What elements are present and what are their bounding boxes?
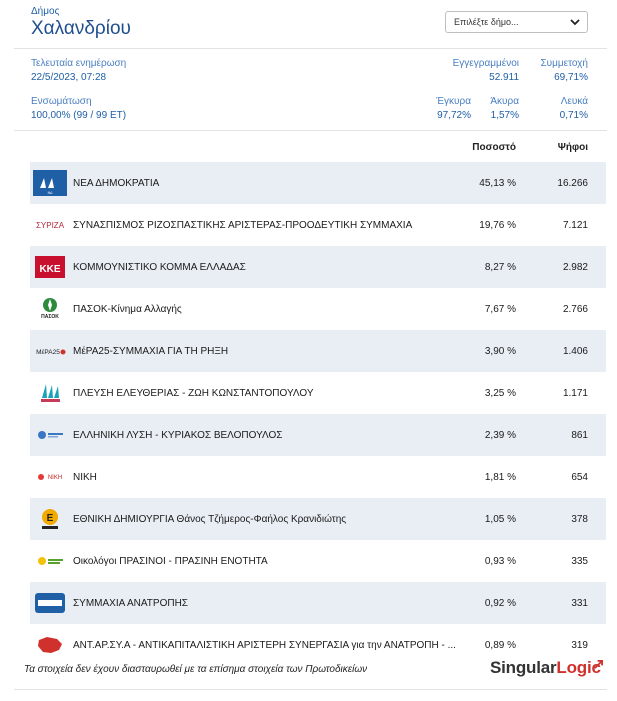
- kke-logo: ΚΚΕ: [33, 254, 67, 280]
- party-votes: 861: [571, 429, 588, 441]
- party-name: ΜέΡΑ25-ΣΥΜΜΑΧΙΑ ΓΙΑ ΤΗ ΡΗΞΗ: [73, 345, 229, 357]
- party-percent: 45,13 %: [479, 177, 516, 189]
- party-votes: 378: [571, 513, 588, 525]
- brand-mark-icon: [594, 660, 603, 669]
- integration-label: Ενσωμάτωση: [31, 96, 92, 107]
- last-update-label: Τελευταία ενημέρωση: [31, 58, 127, 69]
- page-title: Χαλανδρίου: [31, 18, 131, 39]
- party-percent: 2,39 %: [484, 429, 516, 441]
- party-percent: 0,89 %: [484, 639, 516, 651]
- logo-text: ΝΔ: [48, 191, 54, 195]
- party-name: ΝΙΚΗ: [73, 471, 97, 483]
- table-row: ΣΥΡΙΖΑ ΣΥΝΑΣΠΙΣΜΟΣ ΡΙΖΟΣΠΑΣΤΙΚΗΣ ΑΡΙΣΤΕΡΑ…: [30, 204, 606, 246]
- party-votes: 319: [571, 639, 588, 651]
- nd-logo: ΝΔ: [33, 170, 67, 196]
- party-name: Οικολόγοι ΠΡΑΣΙΝΟΙ - ΠΡΑΣΙΝΗ ΕΝΟΤΗΤΑ: [73, 555, 268, 567]
- party-votes: 16.266: [557, 177, 588, 189]
- municipality-label: Δήμος: [31, 6, 60, 17]
- party-votes: 7.121: [562, 219, 588, 231]
- party-votes: 2.982: [562, 261, 588, 273]
- party-name: ΠΛΕΥΣΗ ΕΛΕΥΘΕΡΙΑΣ - ΖΩΗ ΚΩΝΣΤΑΝΤΟΠΟΥΛΟΥ: [73, 387, 314, 399]
- turnout-value: 69,71%: [554, 72, 588, 83]
- valid-value: 97,72%: [437, 110, 471, 121]
- pasok-logo: ΠΑΣΟΚ: [33, 296, 67, 322]
- integration-value: 100,00% (99 / 99 ΕΤ): [31, 110, 127, 121]
- prasinoi-logo: [33, 548, 67, 574]
- party-percent: 1,81 %: [484, 471, 516, 483]
- divider: [14, 130, 607, 131]
- chevron-down-icon: [570, 19, 580, 26]
- party-name: ΠΑΣΟΚ-Κίνημα Αλλαγής: [73, 303, 182, 315]
- singularlogic-logo: SingularLogic: [490, 658, 601, 678]
- invalid-value: 1,57%: [490, 110, 519, 121]
- table-row: ΕΛΛΗΝΙΚΗ ΛΥΣΗ - ΚΥΡΙΑΚΟΣ ΒΕΛΟΠΟΥΛΟΣ 2,39 …: [30, 414, 606, 456]
- party-percent: 0,92 %: [484, 597, 516, 609]
- table-row: Ε ΕΘΝΙΚΗ ΔΗΜΙΟΥΡΓΙΑ Θάνος Τζήμερος-Φαήλος…: [30, 498, 606, 540]
- column-header-percent: Ποσοστό: [472, 142, 516, 153]
- niki-logo: ΝΙΚΗ: [33, 464, 67, 490]
- party-percent: 7,67 %: [484, 303, 516, 315]
- logo-text: ΣΥΡΙΖΑ: [36, 221, 65, 230]
- party-percent: 1,05 %: [484, 513, 516, 525]
- elliniki-lysi-logo: [33, 422, 67, 448]
- party-name: ΕΘΝΙΚΗ ΔΗΜΙΟΥΡΓΙΑ Θάνος Τζήμερος-Φαήλος …: [73, 513, 347, 525]
- ethniki-dimiourgia-logo: Ε: [33, 506, 67, 532]
- party-percent: 8,27 %: [484, 261, 516, 273]
- party-percent: 3,90 %: [484, 345, 516, 357]
- last-update-value: 22/5/2023, 07:28: [31, 72, 107, 83]
- valid-label: Έγκυρα: [436, 96, 471, 107]
- anatropi-logo: [33, 590, 67, 616]
- blank-value: 0,71%: [559, 110, 588, 121]
- party-votes: 2.766: [562, 303, 588, 315]
- blank-label: Λευκά: [560, 96, 588, 107]
- plefsi-logo: [33, 380, 67, 406]
- brand-part-b: Logic: [556, 658, 601, 677]
- party-percent: 0,93 %: [484, 555, 516, 567]
- municipality-select[interactable]: Επιλέξτε δήμο...: [445, 11, 588, 33]
- table-row: ΣΥΜΜΑΧΙΑ ΑΝΑΤΡΟΠΗΣ 0,92 % 331: [30, 582, 606, 624]
- party-name: ΚΟΜΜΟΥΝΙΣΤΙΚΟ ΚΟΜΜΑ ΕΛΛΑΔΑΣ: [73, 261, 246, 273]
- party-votes: 335: [571, 555, 588, 567]
- party-name: ΝΕΑ ΔΗΜΟΚΡΑΤΙΑ: [73, 177, 160, 189]
- party-percent: 19,76 %: [479, 219, 516, 231]
- logo-text: ΚΚΕ: [39, 264, 60, 275]
- logo-text: ΜέΡΑ25: [36, 348, 60, 356]
- table-row: ΜέΡΑ25 ΜέΡΑ25-ΣΥΜΜΑΧΙΑ ΓΙΑ ΤΗ ΡΗΞΗ 3,90 % 1…: [30, 330, 606, 372]
- column-header-votes: Ψήφοι: [557, 142, 588, 153]
- invalid-label: Άκυρα: [490, 96, 519, 107]
- syriza-logo: ΣΥΡΙΖΑ: [33, 212, 67, 238]
- table-row: ΠΛΕΥΣΗ ΕΛΕΥΘΕΡΙΑΣ - ΖΩΗ ΚΩΝΣΤΑΝΤΟΠΟΥΛΟΥ 3…: [30, 372, 606, 414]
- municipality-select-value: Επιλέξτε δήμο...: [454, 17, 519, 27]
- table-row: ΚΚΕ ΚΟΜΜΟΥΝΙΣΤΙΚΟ ΚΟΜΜΑ ΕΛΛΑΔΑΣ 8,27 % 2.98…: [30, 246, 606, 288]
- logo-text: ΝΙΚΗ: [48, 475, 62, 481]
- divider: [14, 48, 607, 49]
- table-row: ΠΑΣΟΚ ΠΑΣΟΚ-Κίνημα Αλλαγής 7,67 % 2.766: [30, 288, 606, 330]
- party-name: ΣΥΝΑΣΠΙΣΜΟΣ ΡΙΖΟΣΠΑΣΤΙΚΗΣ ΑΡΙΣΤΕΡΑΣ-ΠΡΟΟ…: [73, 219, 413, 231]
- party-name: ΣΥΜΜΑΧΙΑ ΑΝΑΤΡΟΠΗΣ: [73, 597, 188, 609]
- brand-part-a: Singular: [490, 658, 557, 677]
- party-votes: 1.406: [562, 345, 588, 357]
- table-row: Οικολόγοι ΠΡΑΣΙΝΟΙ - ΠΡΑΣΙΝΗ ΕΝΟΤΗΤΑ 0,93…: [30, 540, 606, 582]
- registered-value: 52.911: [489, 72, 519, 83]
- registered-label: Εγγεγραμμένοι: [452, 58, 519, 69]
- table-row: ΑΝΤ.ΑΡ.ΣΥ.Α - ΑΝΤΙΚΑΠΙΤΑΛΙΣΤΙΚΗ ΑΡΙΣΤΕΡΗ…: [30, 624, 606, 666]
- divider: [14, 689, 607, 690]
- mera25-logo: ΜέΡΑ25: [33, 338, 67, 364]
- antarsya-logo: [33, 632, 67, 658]
- party-name: ΕΛΛΗΝΙΚΗ ΛΥΣΗ - ΚΥΡΙΑΚΟΣ ΒΕΛΟΠΟΥΛΟΣ: [73, 429, 283, 441]
- disclaimer-note: Τα στοιχεία δεν έχουν διασταυρωθεί με τα…: [24, 664, 368, 675]
- party-percent: 3,25 %: [484, 387, 516, 399]
- table-row: ΝΙΚΗ ΝΙΚΗ 1,81 % 654: [30, 456, 606, 498]
- party-name: ΑΝΤ.ΑΡ.ΣΥ.Α - ΑΝΤΙΚΑΠΙΤΑΛΙΣΤΙΚΗ ΑΡΙΣΤΕΡΗ…: [73, 639, 456, 651]
- table-row: ΝΔ ΝΕΑ ΔΗΜΟΚΡΑΤΙΑ 45,13 % 16.266: [30, 162, 606, 204]
- turnout-label: Συμμετοχή: [540, 58, 588, 69]
- svg-text:Ε: Ε: [47, 513, 54, 524]
- results-table: ΝΔ ΝΕΑ ΔΗΜΟΚΡΑΤΙΑ 45,13 % 16.266 ΣΥΡΙΖΑ ΣΥΝΑΣ…: [30, 162, 606, 666]
- party-votes: 331: [571, 597, 588, 609]
- party-votes: 654: [571, 471, 588, 483]
- logo-text: ΠΑΣΟΚ: [41, 314, 59, 320]
- party-votes: 1.171: [562, 387, 588, 399]
